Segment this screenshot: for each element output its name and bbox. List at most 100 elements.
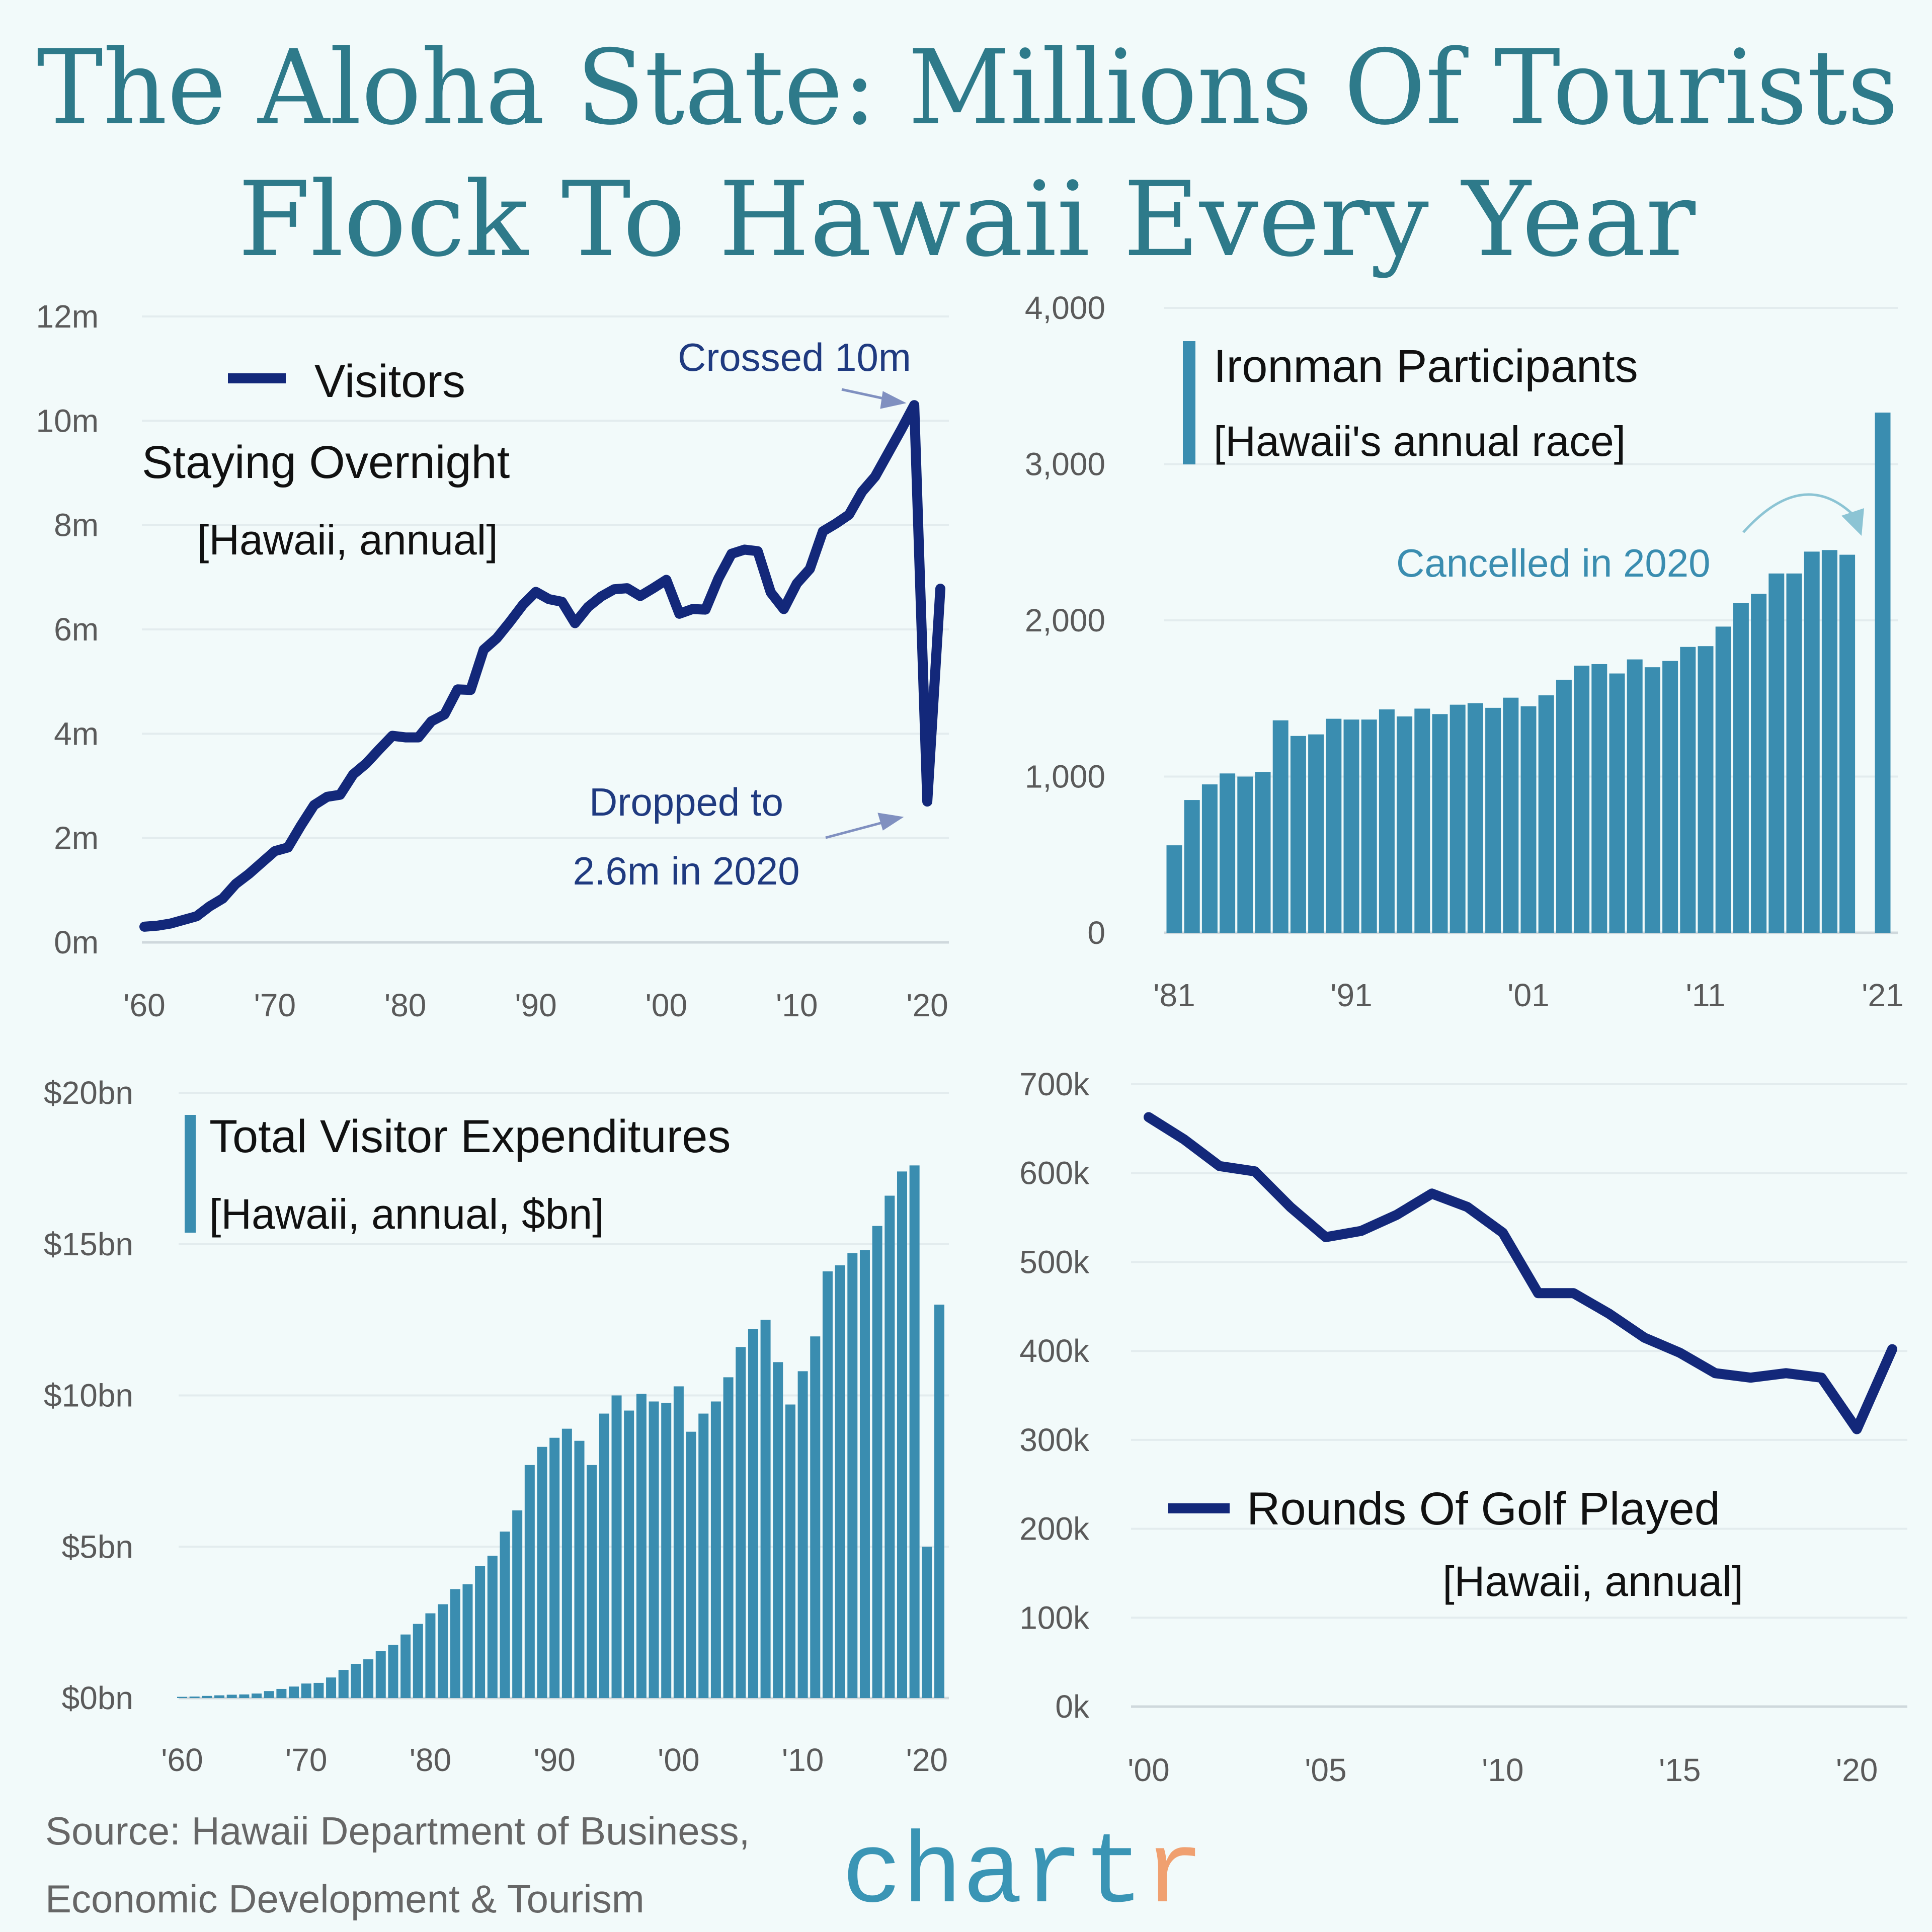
bar [375, 1651, 386, 1698]
bar [252, 1693, 262, 1698]
bar [1768, 573, 1785, 933]
bar [1875, 413, 1891, 933]
data-point [561, 601, 562, 603]
data-point [914, 405, 915, 406]
x-tick-label: '90 [515, 987, 556, 1023]
data-point [888, 452, 889, 454]
bar [1627, 659, 1643, 933]
y-tick-label: 500k [1019, 1244, 1090, 1280]
data-point [874, 476, 876, 477]
y-tick-label: 100k [1019, 1599, 1090, 1636]
x-tick-label: '21 [1862, 977, 1903, 1013]
golf-legend-label: Rounds Of Golf Played [1247, 1483, 1720, 1535]
y-tick-label: 700k [1019, 1066, 1090, 1102]
data-point [822, 531, 824, 532]
data-point [692, 608, 693, 610]
bar [884, 1195, 895, 1698]
bar [1662, 661, 1678, 933]
data-point [457, 689, 458, 690]
data-point [1325, 1236, 1326, 1238]
bar [400, 1634, 411, 1698]
bar [289, 1686, 299, 1698]
y-tick-label: 200k [1019, 1511, 1090, 1547]
ironman-chart: Ironman Participants [Hawaii's annual ra… [1025, 290, 1904, 1013]
data-point [522, 604, 524, 606]
bar [1237, 776, 1253, 933]
bar [1715, 626, 1731, 933]
visitors-chart: Visitors Staying Overnight [Hawaii, annu… [36, 298, 949, 1023]
bar [1290, 736, 1306, 933]
y-tick-label: 0m [54, 924, 99, 960]
bar [189, 1696, 200, 1698]
bar [661, 1403, 672, 1698]
source-line-2: Economic Development & Tourism [45, 1877, 645, 1921]
bar [351, 1664, 361, 1698]
y-tick-label: $20bn [44, 1075, 133, 1111]
data-point [352, 774, 354, 775]
x-tick-label: '10 [1482, 1752, 1523, 1788]
bar [686, 1431, 696, 1698]
data-point [613, 589, 615, 590]
bar [1184, 800, 1200, 933]
data-point [796, 583, 797, 584]
x-tick-label: '91 [1330, 977, 1372, 1013]
bar [934, 1305, 944, 1698]
arrow-icon [841, 388, 907, 409]
bar [202, 1696, 212, 1698]
bar [1255, 772, 1271, 933]
bar [226, 1695, 237, 1698]
bar [462, 1584, 473, 1698]
golf-chart: Rounds Of Golf Played [Hawaii, annual] 0… [1019, 1066, 1907, 1788]
data-point [861, 491, 863, 493]
expenditures-chart: Total Visitor Expenditures [Hawaii, annu… [44, 1075, 949, 1778]
bar [872, 1226, 882, 1698]
series-line [139, 400, 945, 932]
data-point [1467, 1206, 1468, 1208]
data-point [431, 720, 432, 722]
bar [1538, 695, 1554, 933]
y-tick-label: 2,000 [1025, 602, 1105, 638]
bar [797, 1371, 808, 1698]
bar [748, 1329, 758, 1698]
bar [487, 1556, 498, 1698]
data-point [183, 919, 184, 921]
data-point [574, 622, 576, 624]
bar [1166, 845, 1182, 933]
y-tick-label: $10bn [44, 1378, 133, 1414]
data-point [901, 429, 902, 430]
data-point [835, 523, 837, 524]
bar [1839, 554, 1856, 933]
bar [1467, 703, 1483, 933]
annotation-crossed-10m: Crossed 10m [678, 335, 911, 379]
x-tick-label: '00 [646, 987, 687, 1023]
data-point [783, 608, 784, 610]
bar [1397, 716, 1413, 933]
data-point [1750, 1377, 1751, 1379]
x-tick-label: '20 [1836, 1752, 1878, 1788]
visitors-chart-subtitle: [Hawaii, annual] [197, 516, 498, 564]
annotation-dropped-line-1: Dropped to [589, 780, 783, 824]
data-point [535, 591, 537, 593]
y-tick-label: 3,000 [1025, 446, 1105, 482]
y-tick-label: $15bn [44, 1226, 133, 1262]
bar [698, 1413, 709, 1698]
bar [313, 1682, 324, 1698]
x-tick-label: '70 [254, 987, 296, 1023]
bar [1308, 734, 1324, 933]
data-point [731, 553, 733, 554]
data-point [378, 749, 380, 750]
data-point [313, 804, 315, 806]
source-line-1: Source: Hawaii Department of Business, [45, 1809, 750, 1853]
y-tick-label: 300k [1019, 1422, 1090, 1458]
bar [549, 1437, 560, 1698]
y-tick-label: 1,000 [1025, 759, 1105, 795]
bar [1556, 679, 1572, 933]
annotation-cancelled-2020: Cancelled in 2020 [1396, 541, 1710, 585]
data-point [1892, 1348, 1893, 1350]
bar [450, 1589, 460, 1698]
expenditures-legend-swatch [185, 1115, 196, 1233]
y-tick-label: 0k [1055, 1688, 1090, 1725]
bar [574, 1440, 585, 1698]
bar [214, 1695, 225, 1698]
